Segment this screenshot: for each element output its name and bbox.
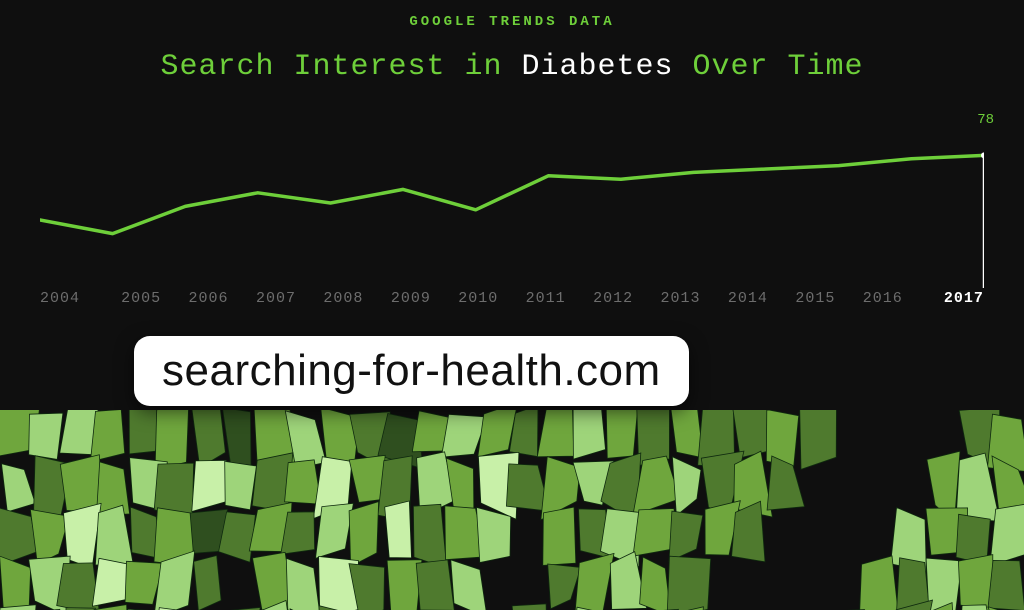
x-tick: 2010 bbox=[445, 290, 512, 307]
x-tick: 2009 bbox=[377, 290, 444, 307]
x-tick: 2015 bbox=[782, 290, 849, 307]
line-chart-svg bbox=[40, 110, 984, 290]
title-suffix: Over Time bbox=[674, 50, 864, 84]
title-highlight: Diabetes bbox=[522, 50, 674, 84]
x-tick: 2008 bbox=[310, 290, 377, 307]
x-tick: 2007 bbox=[242, 290, 309, 307]
chart-x-axis: 2004200520062007200820092010201120122013… bbox=[40, 290, 984, 307]
page-root: GOOGLE TRENDS DATA Search Interest in Di… bbox=[0, 0, 1024, 610]
title-prefix: Search Interest in bbox=[160, 50, 521, 84]
x-tick: 2012 bbox=[579, 290, 646, 307]
line-chart bbox=[40, 110, 984, 320]
x-tick: 2017 bbox=[916, 290, 983, 307]
x-tick: 2006 bbox=[175, 290, 242, 307]
eyebrow-label: GOOGLE TRENDS DATA bbox=[0, 14, 1024, 30]
x-tick: 2016 bbox=[849, 290, 916, 307]
watermark-badge: searching-for-health.com bbox=[134, 336, 689, 406]
x-tick: 2014 bbox=[714, 290, 781, 307]
x-tick: 2005 bbox=[107, 290, 174, 307]
choropleth-map-svg bbox=[0, 410, 1024, 610]
x-tick: 2004 bbox=[40, 290, 107, 307]
x-tick: 2011 bbox=[512, 290, 579, 307]
choropleth-map bbox=[0, 410, 1024, 610]
x-tick: 2013 bbox=[647, 290, 714, 307]
page-title: Search Interest in Diabetes Over Time bbox=[0, 50, 1024, 84]
